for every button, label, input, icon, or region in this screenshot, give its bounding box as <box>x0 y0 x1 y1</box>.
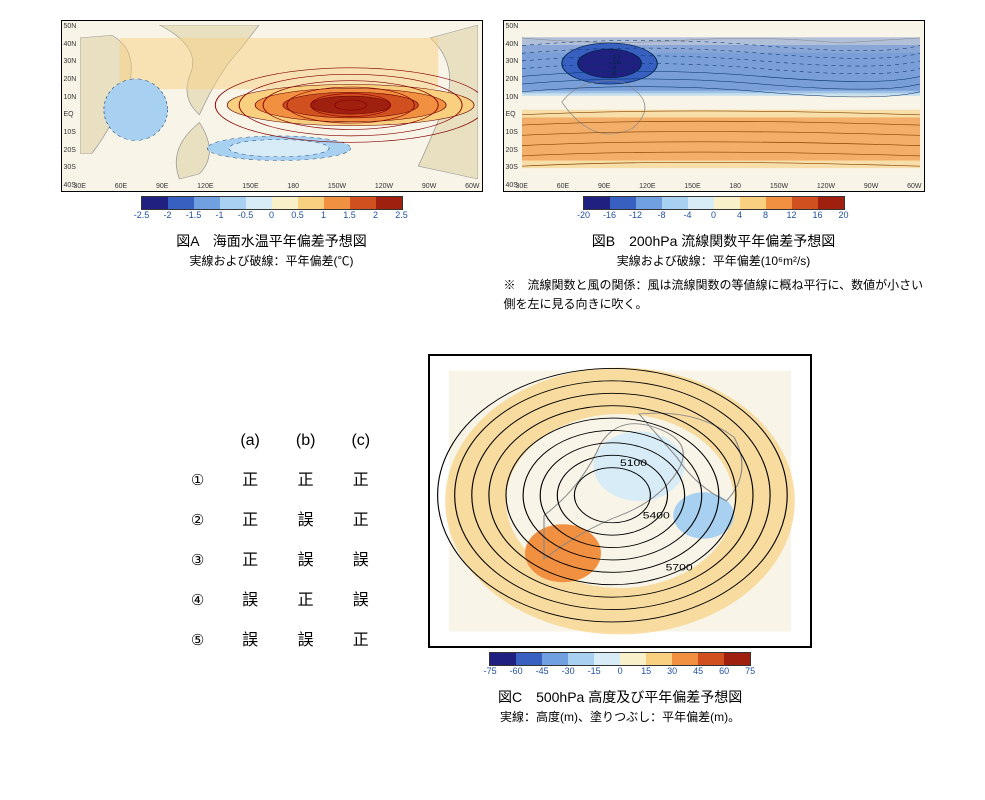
answer-row: ④誤正誤 <box>173 581 388 621</box>
fig-b-xaxis: 30E60E90E120E150E180150W120W90W60W <box>516 183 922 190</box>
answer-row: ①正正正 <box>173 461 388 501</box>
answer-cell: 正 <box>333 461 388 501</box>
fig-a-subtitle: 実線および破線：平年偏差(℃) <box>176 252 367 271</box>
answer-row: ⑤誤誤正 <box>173 621 388 661</box>
fig-a-content <box>80 25 478 179</box>
answer-header: (c) <box>333 421 388 461</box>
answer-header: (a) <box>222 421 278 461</box>
answer-cell: 誤 <box>333 581 388 621</box>
top-row: 50N40N30N20N10NEQ10S20S30S40S 30E60E90E1… <box>20 20 965 314</box>
fig-b-colorbar: -20-16-12-8-4048121620 <box>571 196 857 220</box>
answer-cell: 正 <box>278 461 334 501</box>
answer-row: ③正誤誤 <box>173 541 388 581</box>
answer-cell: 正 <box>222 501 278 541</box>
answer-num: ③ <box>173 541 222 581</box>
figure-c-panel: 510054005700 -75-60-45-30-1501530456075 … <box>428 354 812 728</box>
svg-text:5100: 5100 <box>620 458 647 468</box>
figure-c-map: 5100 5400 5700 <box>428 354 812 648</box>
answer-num: ① <box>173 461 222 501</box>
fig-a-title: 図A 海面水温平年偏差予想図 <box>176 230 367 252</box>
fig-a-caption: 図A 海面水温平年偏差予想図 実線および破線：平年偏差(℃) <box>176 230 367 272</box>
fig-c-caption: 図C 500hPa 高度及び平年偏差予想図 実線：高度(m)、塗りつぶし：平年偏… <box>498 686 742 728</box>
figure-a-map: 50N40N30N20N10NEQ10S20S30S40S 30E60E90E1… <box>61 20 483 192</box>
answer-cell: 誤 <box>278 621 334 661</box>
answer-num: ④ <box>173 581 222 621</box>
fig-a-xaxis: 30E60E90E120E150E180150W120W90W60W <box>74 183 480 190</box>
fig-b-caption: 図B 200hPa 流線関数平年偏差予想図 実線および破線：平年偏差(10⁶m²… <box>504 230 924 314</box>
answer-num: ⑤ <box>173 621 222 661</box>
fig-c-title: 図C 500hPa 高度及び平年偏差予想図 <box>498 686 742 708</box>
answer-cell: 誤 <box>278 501 334 541</box>
fig-a-colorbar: -2.5-2-1.5-1-0.500.511.522.5 <box>129 196 415 220</box>
answer-row: ②正誤正 <box>173 501 388 541</box>
fig-b-content: -12-10-8-6 <box>522 25 920 179</box>
answer-cell: 誤 <box>222 621 278 661</box>
svg-text:-10: -10 <box>609 60 621 65</box>
answer-table: (a)(b)(c)①正正正②正誤正③正誤誤④誤正誤⑤誤誤正 <box>173 421 388 661</box>
answer-cell: 正 <box>278 581 334 621</box>
answer-cell: 正 <box>222 541 278 581</box>
fig-a-yaxis: 50N40N30N20N10NEQ10S20S30S40S <box>64 21 77 191</box>
answer-cell: 正 <box>333 501 388 541</box>
svg-text:5700: 5700 <box>666 563 693 573</box>
fig-b-title: 図B 200hPa 流線関数平年偏差予想図 <box>504 230 924 252</box>
svg-text:-12: -12 <box>609 55 621 60</box>
answer-num: ② <box>173 501 222 541</box>
svg-text:-6: -6 <box>609 71 616 76</box>
answer-cell: 誤 <box>222 581 278 621</box>
fig-c-colorbar: -75-60-45-30-1501530456075 <box>477 652 763 676</box>
answer-cell: 正 <box>222 461 278 501</box>
answer-header: (b) <box>278 421 334 461</box>
figure-b-panel: 50N40N30N20N10NEQ10S20S30S40S -12-10-8-6… <box>503 20 925 314</box>
fig-b-yaxis: 50N40N30N20N10NEQ10S20S30S40S <box>506 21 519 191</box>
fig-b-note: ※ 流線関数と風の関係：風は流線関数の等値線に概ね平行に、数値が小さい側を左に見… <box>504 276 924 314</box>
bottom-row: (a)(b)(c)①正正正②正誤正③正誤誤④誤正誤⑤誤誤正 5100540057… <box>20 354 965 728</box>
fig-c-subtitle: 実線：高度(m)、塗りつぶし：平年偏差(m)。 <box>498 708 742 727</box>
figure-a-panel: 50N40N30N20N10NEQ10S20S30S40S 30E60E90E1… <box>61 20 483 314</box>
svg-text:5400: 5400 <box>643 511 670 521</box>
fig-b-subtitle: 実線および破線：平年偏差(10⁶m²/s) <box>504 252 924 271</box>
answer-cell: 正 <box>333 621 388 661</box>
figure-b-map: 50N40N30N20N10NEQ10S20S30S40S -12-10-8-6… <box>503 20 925 192</box>
answer-cell: 誤 <box>278 541 334 581</box>
svg-text:-8: -8 <box>609 66 616 71</box>
answer-cell: 誤 <box>333 541 388 581</box>
